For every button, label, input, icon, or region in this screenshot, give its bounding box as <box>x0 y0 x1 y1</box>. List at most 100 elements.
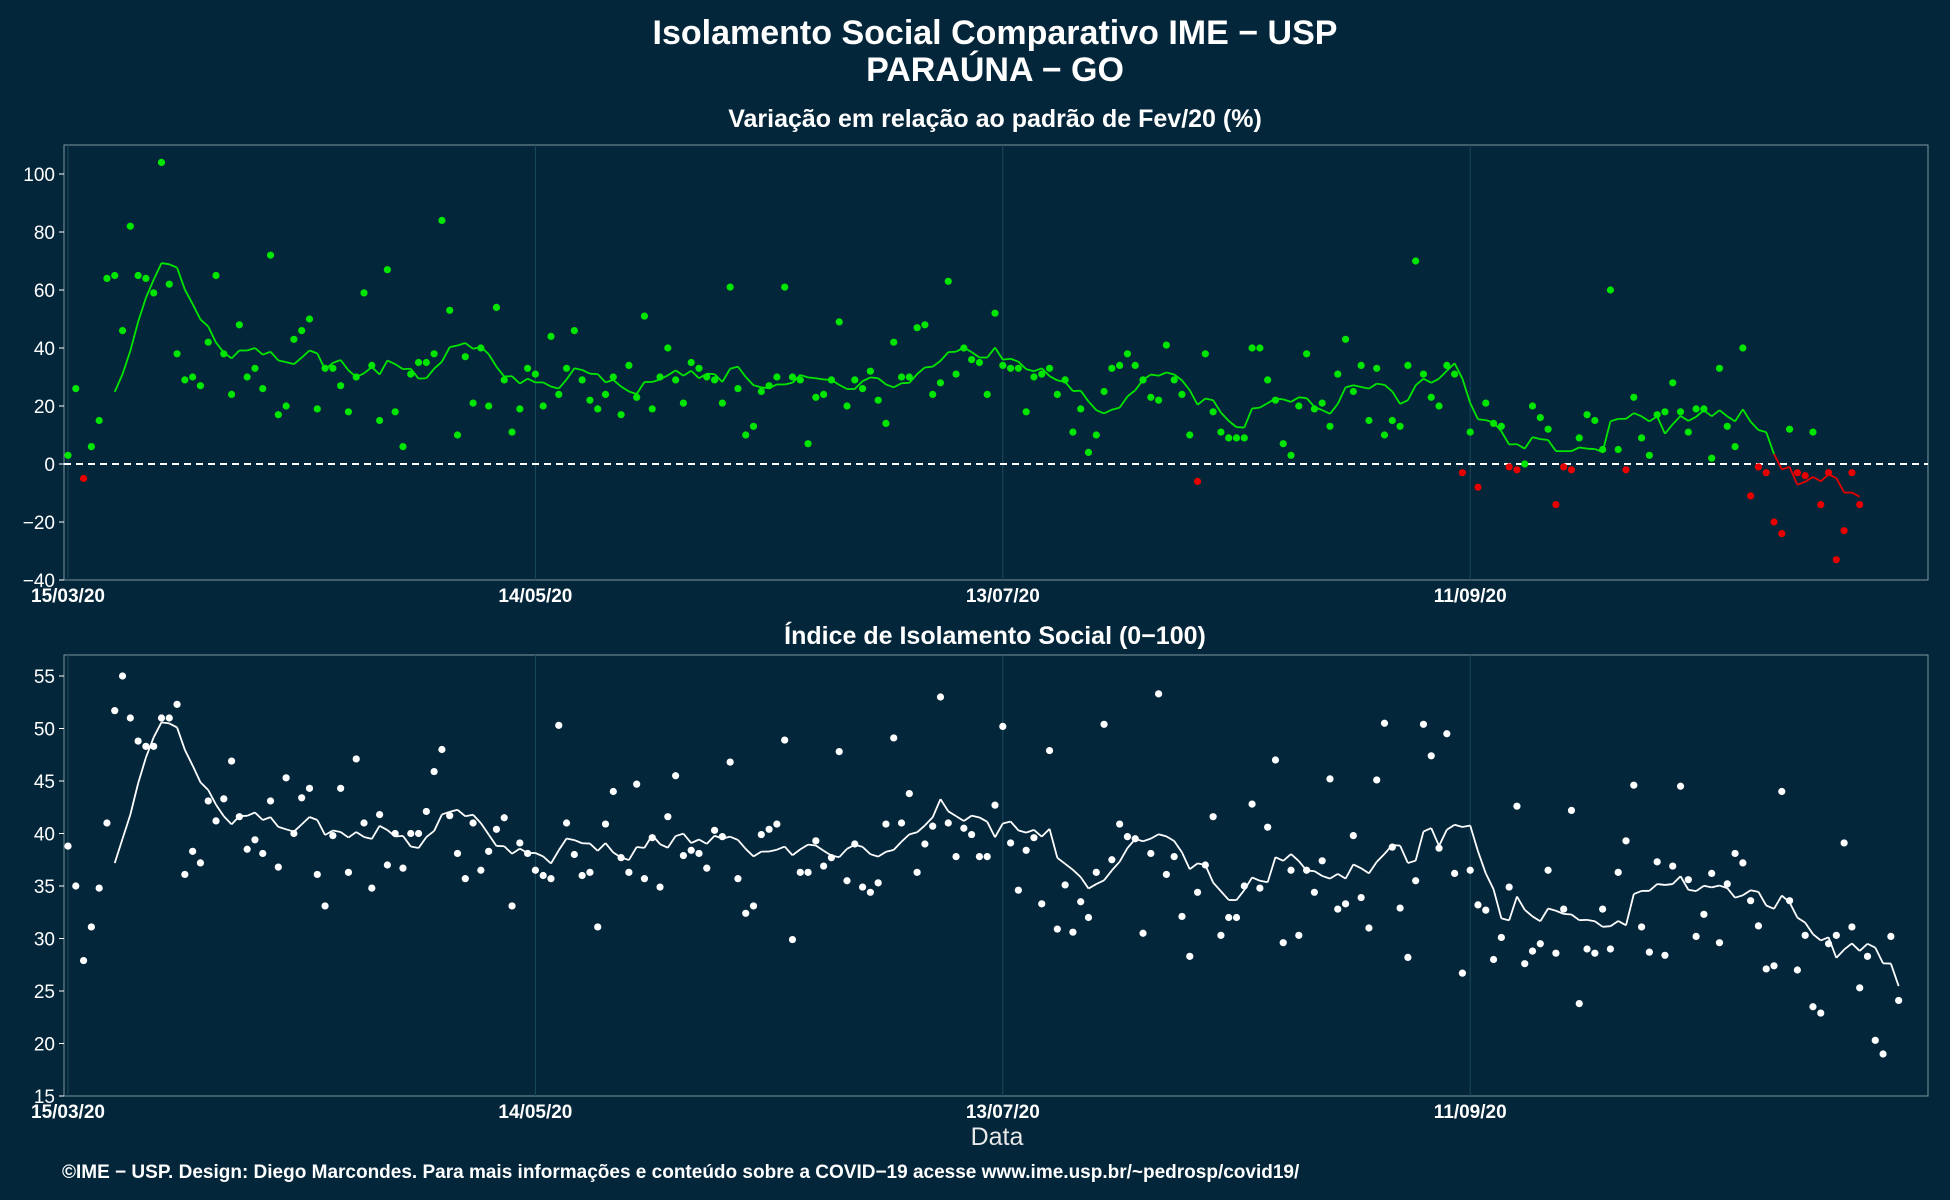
index-point <box>664 813 672 821</box>
moving-average-segment <box>1321 409 1331 415</box>
index-point <box>243 845 251 853</box>
moving-average-segment <box>1446 824 1456 831</box>
index-panel: 15/03/20 14/05/20 13/07/20 11/09/20 15 20 25 30… <box>31 654 1929 1123</box>
index-point <box>407 829 415 838</box>
moving-average-segment <box>1111 406 1120 411</box>
index-point <box>1162 870 1170 879</box>
index-point <box>710 826 719 834</box>
moving-average-segment <box>1383 384 1393 393</box>
moving-average-segment <box>1835 948 1845 959</box>
moving-average-segment <box>168 722 178 729</box>
moving-average-segment <box>191 765 202 783</box>
variation-point <box>1482 399 1490 407</box>
moving-average-segment <box>1243 408 1253 428</box>
variation-point <box>648 405 656 413</box>
index-point <box>282 774 290 782</box>
variation-point <box>157 158 166 166</box>
index-point <box>1754 922 1763 930</box>
moving-average-segment <box>449 344 458 349</box>
x-axis-label: Data <box>971 1123 1024 1151</box>
moving-average-segment <box>1680 415 1689 422</box>
moving-average-segment <box>316 819 326 836</box>
variation-point <box>1264 376 1272 384</box>
moving-average-segment <box>1126 389 1136 398</box>
index-point <box>757 830 765 839</box>
moving-average-segment <box>1563 913 1572 916</box>
moving-average-segment <box>1633 412 1642 418</box>
moving-average-segment <box>223 815 233 825</box>
index-point <box>1419 720 1428 728</box>
index-point <box>1186 952 1194 960</box>
moving-average-segment <box>565 367 576 381</box>
moving-average-segment <box>908 373 918 384</box>
variation-point <box>781 283 789 291</box>
variation-point <box>757 387 765 396</box>
index-point <box>1326 775 1334 783</box>
index-point <box>79 956 88 965</box>
index-point <box>344 868 353 876</box>
moving-average-segment <box>1368 861 1378 874</box>
variation-point <box>897 373 906 381</box>
variation-point <box>1645 451 1653 459</box>
variation-point <box>703 373 711 381</box>
index-point <box>1295 931 1303 939</box>
moving-average-segment <box>285 361 295 366</box>
index-point <box>1045 746 1054 755</box>
index-point <box>1521 960 1529 968</box>
variation-point <box>812 393 820 401</box>
moving-average-segment <box>301 816 311 826</box>
variation-point <box>1560 463 1568 471</box>
moving-average-segment <box>667 835 677 849</box>
moving-average-segment <box>1298 396 1307 400</box>
moving-average-segment <box>1048 828 1059 859</box>
moving-average-segment <box>1718 409 1728 418</box>
moving-average-segment <box>620 385 630 393</box>
index-point <box>1895 996 1903 1005</box>
index-point <box>165 714 173 722</box>
index-point <box>921 840 929 848</box>
moving-average-segment <box>1095 879 1105 885</box>
variation-point <box>1443 361 1451 369</box>
moving-average-segment <box>230 349 241 359</box>
moving-average-segment <box>1602 925 1611 928</box>
variation-point <box>1521 460 1529 468</box>
variation-point <box>1170 376 1178 384</box>
x-tick-label: 14/05/20 <box>498 586 572 607</box>
moving-average-segment <box>791 374 801 384</box>
variation-point <box>1622 466 1630 474</box>
variation-point <box>601 390 610 398</box>
variation-point <box>1404 361 1412 369</box>
index-point <box>111 707 119 715</box>
moving-average-segment <box>1570 913 1580 921</box>
variation-point <box>1599 445 1607 454</box>
moving-average-segment <box>1158 833 1167 838</box>
variation-point <box>1279 440 1287 448</box>
moving-average-segment <box>176 727 186 751</box>
index-point <box>944 819 952 827</box>
variation-point <box>1817 501 1825 509</box>
moving-average-segment <box>939 798 950 812</box>
variation-point <box>913 324 921 332</box>
index-point <box>788 935 797 944</box>
index-point <box>1669 862 1677 870</box>
index-point <box>508 902 516 910</box>
variation-point <box>516 405 524 413</box>
index-point <box>1412 877 1420 885</box>
variation-point <box>500 376 508 384</box>
moving-average-segment <box>1189 862 1199 870</box>
index-point <box>1131 835 1139 843</box>
moving-average-segment <box>1851 942 1861 952</box>
variation-point <box>1225 434 1233 442</box>
variation-point <box>539 402 547 410</box>
moving-average-segment <box>628 390 637 395</box>
index-point <box>516 839 524 847</box>
index-point <box>617 854 625 862</box>
index-point <box>189 847 197 855</box>
index-point <box>1069 928 1077 936</box>
variation-point <box>991 309 999 317</box>
moving-average-segment <box>737 366 747 378</box>
variation-point <box>1271 396 1280 404</box>
index-point <box>1583 945 1591 953</box>
variation-point <box>617 411 625 419</box>
